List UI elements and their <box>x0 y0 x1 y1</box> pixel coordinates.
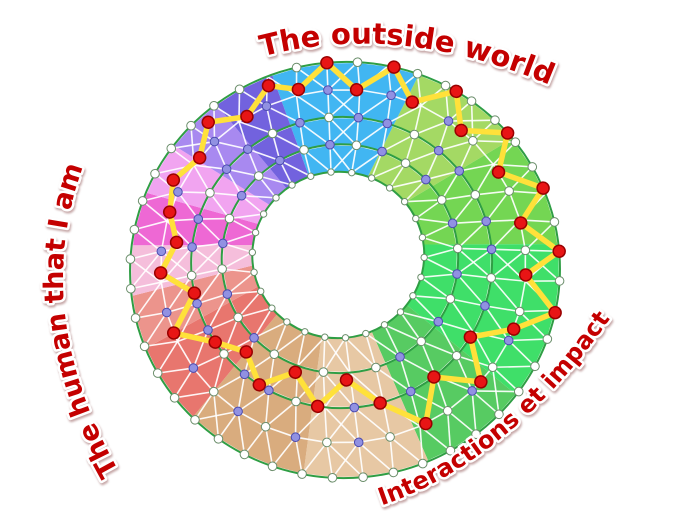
sector-bright-green <box>406 244 560 395</box>
label-human-that-i-am-text: The human that I am <box>36 157 127 486</box>
sector-orchid <box>145 145 270 224</box>
label-human-that-i-am: The human that I am <box>39 159 125 483</box>
torus-hole <box>252 171 425 339</box>
sector-yellow-green <box>367 74 513 203</box>
active-nodes <box>153 56 566 431</box>
sector-green <box>371 304 517 462</box>
torus <box>125 56 566 483</box>
node-rings <box>125 57 565 483</box>
sector-salmon <box>145 286 278 418</box>
